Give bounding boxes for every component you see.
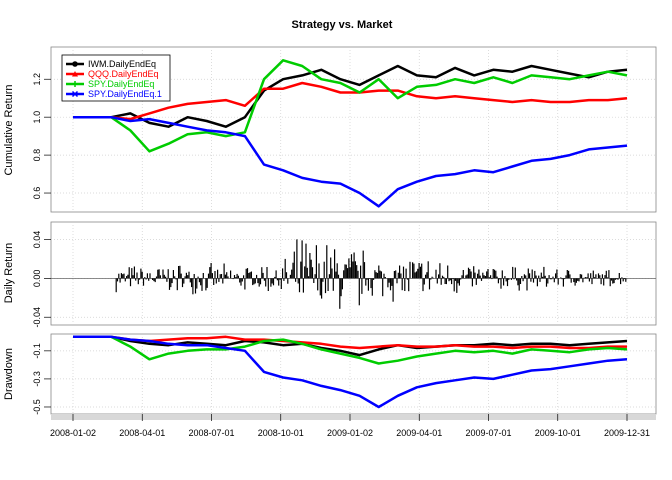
legend-marker-iwm xyxy=(72,61,78,67)
x-tick-label: 2009-07-01 xyxy=(465,428,511,438)
series-line-1 xyxy=(73,81,628,121)
y-tick-label: 1.0 xyxy=(32,111,42,124)
x-tick-label: 2008-07-01 xyxy=(188,428,234,438)
y-tick-label: 0.04 xyxy=(32,231,42,249)
cumulative-return-lines xyxy=(73,59,628,208)
series-line-1 xyxy=(73,335,627,350)
chart-title: Strategy vs. Market xyxy=(292,19,393,31)
drawdown-panel: -0.5 -0.3 -0.1 Drawdown xyxy=(3,333,657,415)
legend-item-iwm: IWM.DailyEndEq xyxy=(66,59,156,69)
daily-return-y-axis: -0.04 0.00 0.04 xyxy=(32,231,51,328)
daily-return-panel: -0.04 0.00 0.04 Daily Return xyxy=(3,221,657,328)
y-tick-label: -0.5 xyxy=(32,399,42,415)
series-line-0 xyxy=(73,335,628,357)
daily-return-ylabel: Daily Return xyxy=(3,243,15,304)
legend-label-qqq: QQQ.DailyEndEq xyxy=(88,69,159,79)
cumulative-return-panel: 0.6 0.8 1.0 1.2 Cumulative Return IWM.Daily… xyxy=(3,46,657,213)
legend-marker-spy-1 xyxy=(71,90,79,98)
drawdown-y-axis: -0.5 -0.3 -0.1 xyxy=(32,343,51,415)
drawdown-lines xyxy=(73,335,628,409)
legend-label-spy-1: SPY.DailyEndEq.1 xyxy=(88,89,162,99)
x-tick-label: 2009-04-01 xyxy=(396,428,442,438)
daily-return-bars xyxy=(115,239,627,309)
legend-item-qqq: QQQ.DailyEndEq xyxy=(66,69,159,79)
drawdown-ylabel: Drawdown xyxy=(3,348,15,400)
legend-marker-qqq xyxy=(72,71,78,77)
x-tick-label: 2009-01-02 xyxy=(327,428,373,438)
x-tick-label: 2008-01-02 xyxy=(50,428,96,438)
legend-item-spy-1: SPY.DailyEndEq.1 xyxy=(66,89,162,99)
y-tick-label: 0.6 xyxy=(32,187,42,200)
legend-label-iwm: IWM.DailyEndEq xyxy=(88,59,156,69)
series-line-3 xyxy=(73,335,628,409)
x-tick-label: 2008-04-01 xyxy=(119,428,165,438)
legend-label-spy: SPY.DailyEndEq xyxy=(88,79,154,89)
y-tick-label: -0.04 xyxy=(32,307,42,328)
legend: IWM.DailyEndEq QQQ.DailyEndEq SPY.DailyE… xyxy=(61,54,171,102)
legend-item-spy: SPY.DailyEndEq xyxy=(66,79,154,89)
daily-return-frame xyxy=(50,221,657,326)
series-line-3 xyxy=(73,115,628,208)
cumulative-return-frame xyxy=(50,46,657,213)
x-tick-label: 2008-10-01 xyxy=(258,428,304,438)
y-tick-label: 1.2 xyxy=(32,73,42,86)
y-tick-label: 0.8 xyxy=(32,149,42,162)
y-tick-label: -0.1 xyxy=(32,343,42,359)
x-axis-band xyxy=(51,414,656,420)
legend-marker-spy xyxy=(72,81,78,87)
y-tick-label: 0.00 xyxy=(32,270,42,288)
series-line-2 xyxy=(73,59,628,153)
x-axis: 2008-01-02 2008-04-01 2008-07-01 2008-10-01… xyxy=(50,414,650,438)
series-line-0 xyxy=(73,64,628,128)
series-line-2 xyxy=(73,335,628,365)
x-tick-label: 2009-10-01 xyxy=(535,428,581,438)
cumulative-return-y-axis: 0.6 0.8 1.0 1.2 xyxy=(32,73,51,199)
y-tick-label: -0.3 xyxy=(32,371,42,387)
cumulative-return-ylabel: Cumulative Return xyxy=(3,84,15,175)
x-tick-label: 2009-12-31 xyxy=(604,428,650,438)
